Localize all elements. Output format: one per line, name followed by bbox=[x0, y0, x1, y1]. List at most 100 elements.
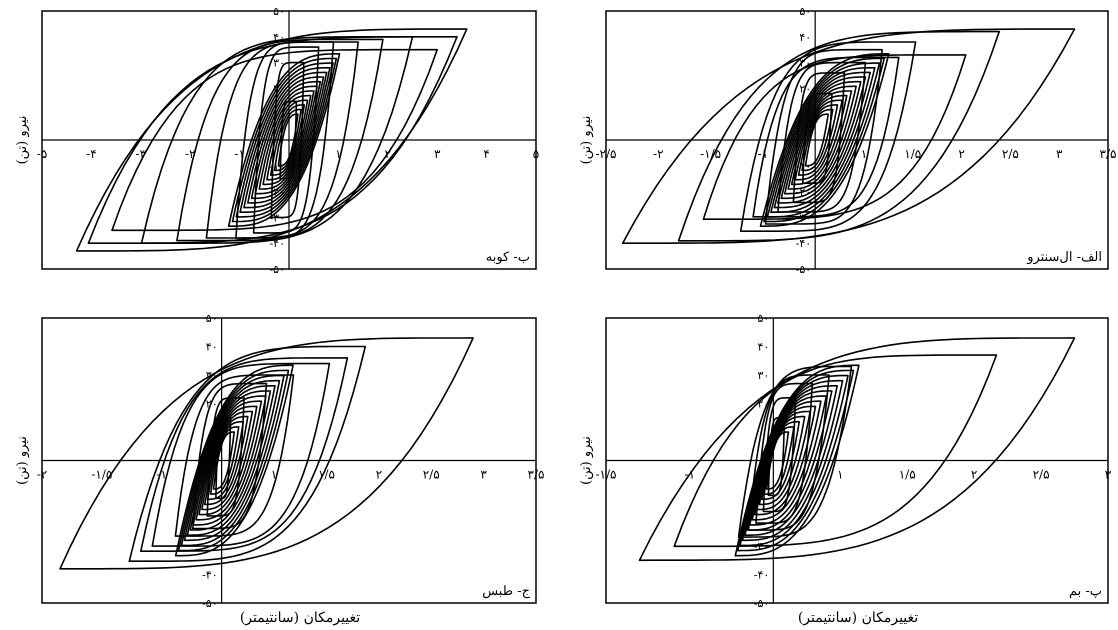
hysteresis-loop bbox=[764, 48, 883, 225]
x-tick-label: -۱ bbox=[234, 147, 245, 161]
chart-panel-bottom-left: -۲ -۱/۵ -۱ ۱ ۱/۵ ۲ ۲/۵ ۳ ۳/۵ ۵۰ ۴۰ ۳۰ ۲۰ -۴۰ -۵۰ ج- طبس… bbox=[15, 312, 544, 626]
y-tick-label: ۲۰ bbox=[799, 82, 811, 95]
hysteresis-loop-core bbox=[794, 99, 843, 181]
y-tick-label: ۳۰ bbox=[273, 57, 285, 70]
hysteresis-loop-core bbox=[212, 431, 235, 490]
x-tick-label: ۲ bbox=[385, 147, 391, 161]
hysteresis-loop bbox=[59, 337, 474, 570]
hysteresis-loop bbox=[140, 36, 414, 244]
y-tick-label: ۵۰ bbox=[206, 312, 218, 325]
hysteresis-loop-core bbox=[763, 57, 885, 223]
hysteresis-loop-core bbox=[790, 94, 848, 186]
y-tick-label: -۱۰ bbox=[269, 160, 285, 173]
hysteresis-loop-core bbox=[777, 76, 867, 204]
x-tick-label: -۲ bbox=[653, 147, 664, 161]
hysteresis-loop-core bbox=[273, 108, 302, 172]
x-tick-label: -۲/۵ bbox=[596, 147, 617, 161]
hysteresis-loop-core bbox=[204, 415, 249, 506]
y-tick-label: ۵۰ bbox=[273, 5, 285, 18]
panel-label: الف- ال‌سنترو bbox=[1026, 250, 1102, 265]
x-tick-label: ۱ bbox=[335, 147, 341, 161]
y-tick-label: -۵۰ bbox=[754, 597, 770, 610]
hysteresis-loop bbox=[792, 72, 846, 204]
hysteresis-loop-core bbox=[797, 104, 839, 176]
y-tick-label: -۴۰ bbox=[202, 569, 218, 582]
hysteresis-loop-core bbox=[201, 410, 254, 511]
y-tick-label: -۲۰ bbox=[269, 186, 285, 199]
panel-label: پ- بم bbox=[1069, 584, 1102, 599]
x-tick-label: ۲ bbox=[971, 468, 977, 482]
x-tick-label: -۱/۵ bbox=[91, 468, 112, 482]
hysteresis-loop-core bbox=[206, 420, 245, 501]
y-axis-title: نیرو (تن) bbox=[15, 436, 30, 485]
hysteresis-loop-core bbox=[801, 108, 834, 172]
x-tick-label: ۱/۵ bbox=[904, 147, 921, 161]
y-tick-label: ۱۰ bbox=[273, 108, 285, 121]
hysteresis-loop bbox=[235, 41, 335, 239]
x-tick-label: ۳ bbox=[1105, 468, 1112, 482]
hysteresis-loop bbox=[702, 54, 967, 220]
hysteresis-loop-core bbox=[759, 53, 890, 227]
x-tick-label: -۱ bbox=[684, 468, 695, 482]
y-tick-label: ۳۰ bbox=[799, 57, 811, 70]
x-tick-label: ۱ bbox=[861, 147, 867, 161]
hysteresis-loop-core bbox=[787, 90, 853, 190]
hysteresis-loop-core bbox=[262, 94, 312, 186]
hysteresis-loop-core bbox=[254, 85, 318, 195]
hysteresis-loop-core bbox=[227, 53, 341, 227]
x-tick-label: ۳/۵ bbox=[528, 468, 545, 482]
x-tick-label: ۵ bbox=[533, 147, 539, 161]
x-tick-label: ۴ bbox=[483, 147, 489, 161]
chart-panel-bottom-right: -۱/۵ -۱ ۱ ۱/۵ ۲ ۲/۵ ۳ ۵۰ ۴۰ ۳۰ ۲۰ -۳۰ -۴۰ -۵۰ پ- بم نیر… bbox=[579, 312, 1112, 626]
hysteresis-loop-core bbox=[247, 76, 325, 204]
hysteresis-loop bbox=[638, 337, 1076, 562]
hysteresis-loop bbox=[87, 36, 458, 244]
y-tick-label: -۱۰ bbox=[796, 160, 812, 173]
y-axis-title: نیرو (تن) bbox=[579, 116, 594, 165]
hysteresis-loop-core bbox=[734, 364, 860, 557]
hysteresis-loop-core bbox=[269, 104, 306, 176]
y-tick-label: -۲۰ bbox=[796, 186, 812, 199]
x-tick-label: ۳ bbox=[434, 147, 441, 161]
hysteresis-loop bbox=[777, 61, 867, 213]
hysteresis-loop bbox=[677, 30, 1000, 242]
hysteresis-loop-core bbox=[186, 385, 276, 536]
y-tick-label: ۳۰ bbox=[758, 369, 770, 382]
hysteresis-loop-core bbox=[250, 80, 322, 200]
hysteresis-loop bbox=[270, 61, 305, 219]
x-tick-label: -۱/۵ bbox=[700, 147, 721, 161]
hysteresis-loop-core bbox=[770, 67, 876, 213]
y-tick-label: -۵۰ bbox=[269, 263, 285, 276]
hysteresis-loop bbox=[111, 48, 438, 232]
x-tick-label: ۲ bbox=[376, 468, 382, 482]
hysteresis-loop-core bbox=[195, 400, 263, 521]
y-tick-label: -۴۰ bbox=[269, 237, 285, 250]
x-tick-label: ۱ bbox=[837, 468, 843, 482]
panel-label: ب- کوبه bbox=[486, 250, 530, 265]
hysteresis-loop-core bbox=[235, 62, 334, 218]
panel-label: ج- طبس bbox=[482, 584, 530, 599]
y-axis-title: نیرو (تن) bbox=[15, 116, 30, 165]
hysteresis-loop-core bbox=[784, 85, 857, 195]
x-tick-label: -۱ bbox=[157, 468, 168, 482]
hysteresis-loop bbox=[75, 28, 468, 252]
x-tick-label: -۲ bbox=[185, 147, 196, 161]
x-tick-label: -۲ bbox=[37, 468, 48, 482]
x-tick-label: -۱ bbox=[758, 147, 769, 161]
y-tick-label: -۳۰ bbox=[754, 540, 770, 553]
y-tick-label: -۴۰ bbox=[796, 237, 812, 250]
hysteresis-loop bbox=[739, 41, 917, 232]
y-tick-label: -۵۰ bbox=[202, 597, 218, 610]
hysteresis-loop-core bbox=[266, 99, 309, 181]
x-tick-label: -۴ bbox=[86, 147, 97, 161]
hysteresis-loop-core bbox=[180, 374, 285, 547]
hysteresis-loop-core bbox=[780, 80, 862, 200]
y-tick-label: -۳۰ bbox=[269, 211, 285, 224]
y-tick-label: ۲۰ bbox=[273, 82, 285, 95]
hysteresis-loop-core bbox=[177, 369, 290, 552]
x-tick-label: ۲ bbox=[958, 147, 964, 161]
y-tick-label: ۴۰ bbox=[799, 31, 811, 44]
y-tick-label: ۲۰ bbox=[758, 398, 770, 411]
y-tick-label: ۵۰ bbox=[799, 5, 811, 18]
y-tick-label: ۱۰ bbox=[799, 108, 811, 121]
